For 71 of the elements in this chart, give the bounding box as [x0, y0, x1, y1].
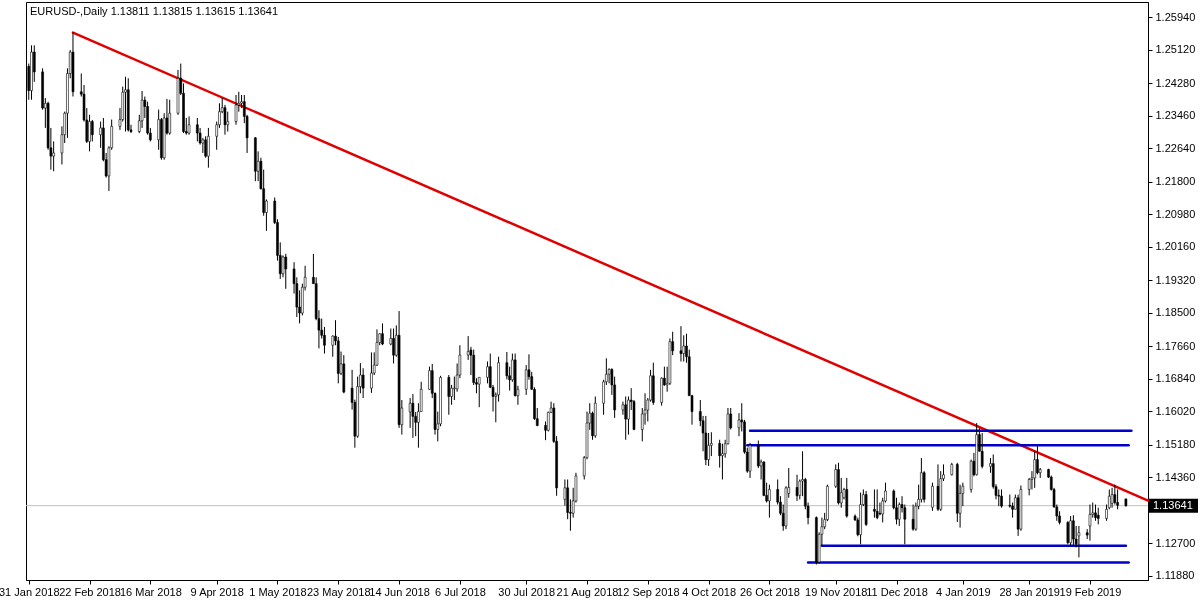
candlestick: [721, 443, 724, 480]
x-tick-label: 6 Jul 2018: [434, 585, 486, 598]
y-tick-label: 1.17660: [1155, 339, 1196, 352]
candlestick: [1110, 487, 1114, 509]
x-tick-label: 23 May 2018: [306, 585, 371, 598]
x-tick-label: 21 Aug 2018: [556, 585, 619, 598]
candlestick: [795, 474, 799, 502]
candlestick: [196, 117, 199, 142]
candlestick: [679, 325, 683, 363]
candlestick: [370, 351, 373, 394]
chart-title: EURUSD-,Daily 1.13811 1.13815 1.13615 1.13641: [30, 5, 279, 17]
candlestick: [207, 127, 210, 169]
candlestick: [1066, 520, 1070, 545]
candlestick: [361, 367, 365, 399]
x-tick-label: 4 Oct 2018: [682, 585, 737, 598]
x-tick-label: 14 Jun 2018: [369, 585, 430, 598]
candlestick: [1036, 445, 1039, 475]
candlestick: [1116, 488, 1119, 510]
y-tick-label: 1.23460: [1155, 109, 1196, 122]
y-tick-label: 1.22640: [1155, 141, 1196, 154]
candlestick: [875, 488, 879, 520]
y-tick-label: 1.11880: [1155, 569, 1195, 582]
x-tick-label: 1 May 2018: [249, 585, 307, 598]
x-tick-label: 4 Jan 2019: [936, 585, 991, 598]
candlestick: [1069, 515, 1072, 547]
candlestick: [707, 432, 710, 467]
y-tick-label: 1.16840: [1155, 372, 1196, 385]
x-tick-label: 30 Jul 2018: [498, 585, 556, 598]
ref-line-label: 1.13641: [1153, 498, 1193, 511]
candlestick: [284, 253, 288, 290]
y-tick-label: 1.24280: [1155, 76, 1196, 89]
y-tick-label: 1.12700: [1155, 536, 1196, 549]
candlestick: [911, 504, 915, 532]
candlestick: [91, 119, 94, 142]
y-tick-label: 1.25120: [1155, 43, 1196, 56]
candlestick: [88, 114, 91, 152]
candlestick: [428, 366, 431, 391]
x-tick-label: 22 Feb 2018: [59, 585, 121, 598]
candlestick: [980, 432, 984, 469]
candlestick: [931, 482, 934, 512]
x-tick-label: 19 Nov 2018: [805, 585, 868, 598]
y-tick-label: 1.25940: [1155, 10, 1196, 23]
x-tick-label: 11 Dec 2018: [866, 585, 928, 598]
y-tick-label: 1.16020: [1155, 404, 1196, 417]
candlestick: [1113, 484, 1117, 506]
candlestick: [447, 374, 451, 416]
x-tick-label: 9 Apr 2018: [190, 585, 244, 598]
y-tick-label: 1.20160: [1155, 240, 1196, 253]
candlestick: [140, 90, 144, 129]
x-tick-label: 26 Oct 2018: [739, 585, 800, 598]
y-tick-label: 1.15180: [1155, 438, 1196, 451]
candlestick: [1072, 514, 1075, 547]
y-tick-label: 1.21800: [1155, 175, 1196, 188]
candlestick: [486, 361, 489, 384]
candlestick: [873, 488, 876, 519]
candlestick: [168, 99, 171, 136]
y-tick-label: 1.14360: [1155, 470, 1196, 483]
candlestick: [411, 393, 415, 439]
candlestick: [624, 395, 627, 441]
candlestick: [1077, 525, 1081, 558]
y-tick-label: 1.18500: [1155, 306, 1196, 319]
x-tick-label: 28 Jan 2019: [999, 585, 1060, 598]
candlestick: [204, 135, 207, 159]
candlestick: [1033, 450, 1036, 489]
x-tick-label: 19 Feb 2019: [1059, 585, 1122, 598]
y-tick-label: 1.20980: [1155, 207, 1196, 220]
x-tick-label: 12 Sep 2018: [617, 585, 680, 598]
y-tick-label: 1.19320: [1155, 273, 1196, 286]
candlestick: [768, 484, 771, 519]
candlestick: [234, 94, 238, 126]
x-tick-label: 31 Jan 2018: [0, 585, 60, 598]
